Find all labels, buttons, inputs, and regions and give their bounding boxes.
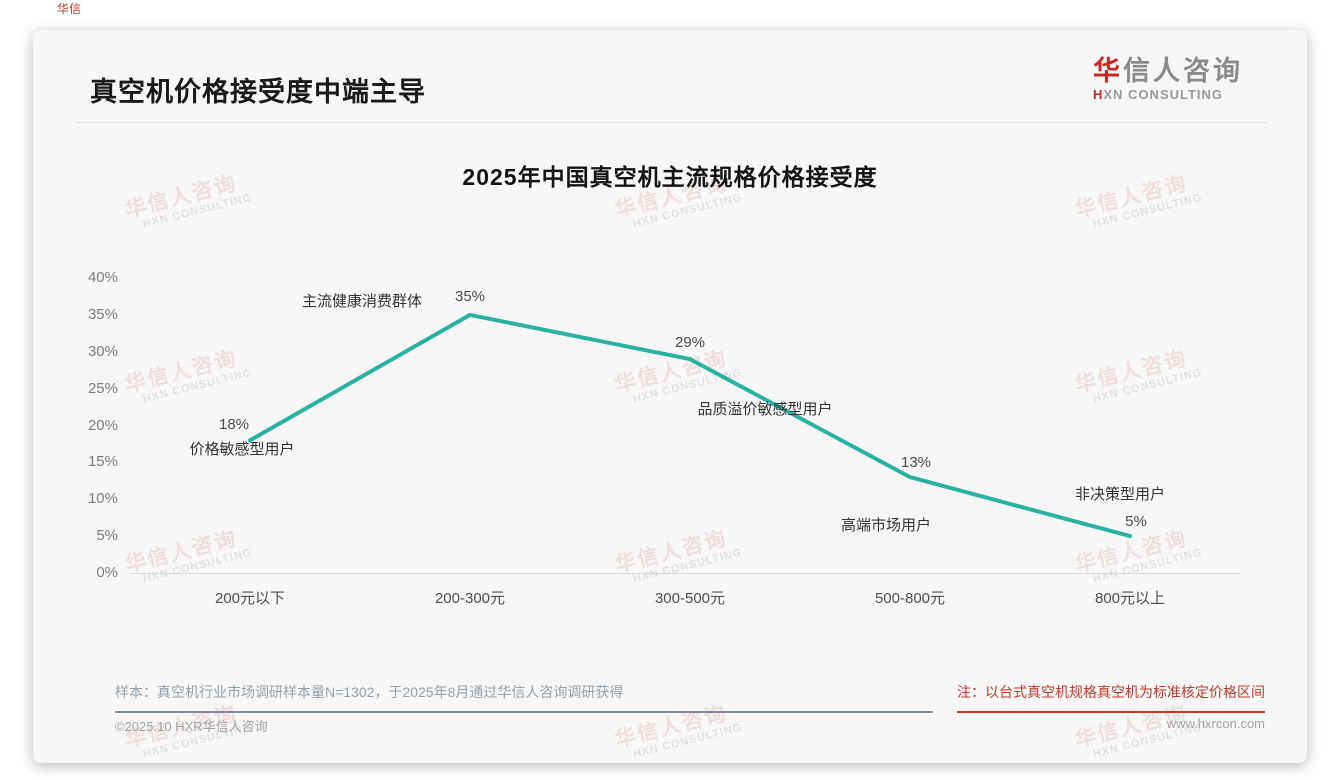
x-axis-category-label: 300-500元 [654,590,726,607]
x-axis-category-label: 200-300元 [434,590,506,607]
sample-note: 样本：真空机行业市场调研样本量N=1302，于2025年8月通过华信人咨询调研获… [115,682,933,713]
x-axis-category-label: 500-800元 [874,590,946,607]
brand-logo-red-char: 华 [1093,56,1123,86]
website-url: www.hxrcon.com [1166,716,1265,731]
brand-logo: 华信人咨询 HXN CONSULTING [1093,54,1243,102]
y-axis-tick-label: 30% [87,342,118,360]
price-note: 注：以台式真空机规格真空机为标准核定价格区间 [957,682,1265,713]
acceptance-line [248,312,1132,539]
brand-logo-gray-chars: 信人咨询 [1123,56,1243,86]
segment-annotation: 价格敏感型用户 [189,441,295,458]
y-axis-tick-label: 35% [87,305,118,323]
y-axis-tick-label: 5% [96,527,118,545]
footer-notes: 样本：真空机行业市场调研样本量N=1302，于2025年8月通过华信人咨询调研获… [115,682,1265,713]
data-point-value-label: 35% [454,287,486,305]
copyright: ©2025.10 HXR华信人咨询 [115,719,268,734]
y-axis-tick-label: 10% [87,490,118,508]
header-divider [75,122,1267,123]
y-axis-tick-label: 15% [87,453,118,471]
line-chart-svg [248,312,1132,539]
x-axis-category-label: 200元以下 [214,590,286,607]
segment-annotation: 高端市场用户 [840,517,932,534]
y-axis-tick-label: 25% [87,379,118,397]
data-point-value-label: 13% [900,454,932,472]
y-axis-tick-label: 40% [87,269,118,286]
watermark-english-text: HXN CONSULTING [1091,191,1204,231]
y-axis-tick-label: 0% [96,564,118,581]
brand-logo-chinese: 华信人咨询 [1093,54,1243,89]
x-axis-category-label: 800元以上 [1094,590,1166,607]
segment-annotation: 非决策型用户 [1074,486,1166,503]
brand-logo-red-letter: H [1093,87,1104,103]
report-card: 华信人咨询 HXN CONSULTING 华信人咨询 HXN CONSULTING 华信… [33,30,1307,763]
corner-brand-mark: 华信 [57,2,82,16]
chart-title: 2025年中国真空机主流规格价格接受度 [462,164,878,190]
data-point-value-label: 18% [218,416,250,434]
y-axis-tick-label: 20% [87,416,118,434]
segment-annotation: 品质溢价敏感型用户 [697,401,833,418]
footer-bottom: ©2025.10 HXR华信人咨询 www.hxrcon.com [115,716,1265,735]
plot-area: 40% 35% 30% 25% 20% 15% 10% 5% 0% 200元以下 200-300元 3… [88,269,1240,615]
data-point-value-label: 29% [674,334,706,352]
brand-logo-gray-letters: XN CONSULTING [1103,87,1224,103]
x-axis-line [130,573,1240,574]
watermark-english-text: HXN CONSULTING [141,191,254,231]
watermark-english-text: HXN CONSULTING [631,191,744,231]
segment-annotation: 主流健康消费群体 [301,293,423,310]
data-point-value-label: 5% [1125,513,1147,531]
brand-logo-english: HXN CONSULTING [1093,87,1243,102]
page-title: 真空机价格接受度中端主导 [90,77,426,107]
